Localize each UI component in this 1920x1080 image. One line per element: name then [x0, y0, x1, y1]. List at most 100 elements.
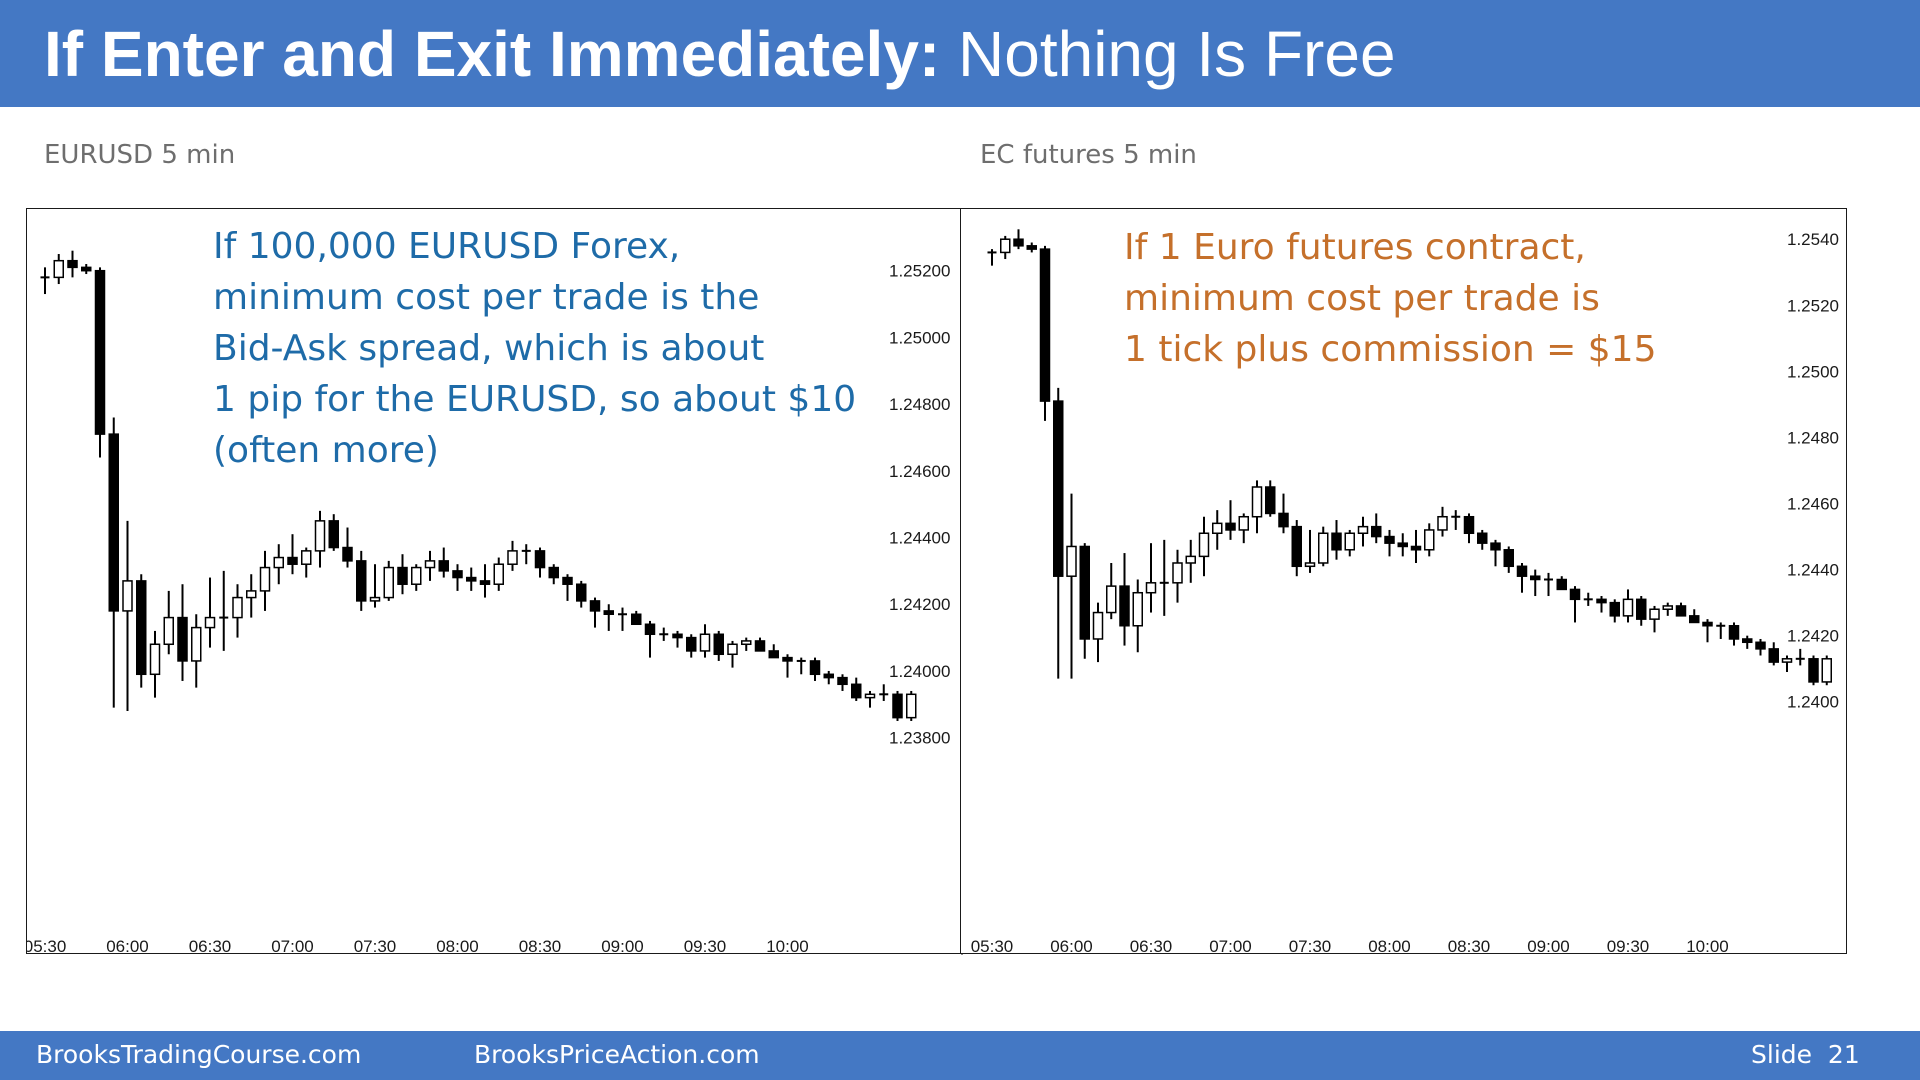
candle — [1503, 546, 1514, 573]
annotation-line: 1 pip for the EURUSD, so about $10 — [213, 379, 857, 420]
candle-body-bull — [1622, 598, 1634, 617]
candle-body-bear — [1755, 641, 1766, 650]
candle-body-bear — [1079, 545, 1090, 640]
candle-body-bear — [713, 633, 724, 656]
candle — [67, 250, 78, 278]
candle — [1251, 480, 1263, 534]
candle-body-bull — [1066, 545, 1077, 577]
candle — [1291, 520, 1302, 577]
candle-body-bull — [1185, 555, 1196, 564]
y-tick-label: 1.2500 — [1787, 362, 1839, 381]
candle — [479, 564, 491, 598]
candle-body-bull — [301, 550, 312, 565]
candle-body-bull — [1212, 522, 1223, 535]
candle — [727, 640, 738, 668]
candle — [314, 510, 326, 568]
slide-title-rest: Nothing Is Free — [958, 18, 1396, 90]
candle — [1053, 387, 1064, 679]
candle — [1225, 500, 1236, 540]
x-tick-label: 10:00 — [1686, 937, 1729, 955]
candle — [1357, 516, 1369, 547]
candle-body-bear — [466, 576, 477, 582]
ec-futures-cost-annotation: If 1 Euro futures contract, minimum cost… — [1124, 222, 1657, 375]
candle — [81, 264, 92, 275]
candle — [1768, 642, 1779, 666]
candle — [177, 584, 188, 681]
x-tick-label: 08:00 — [436, 937, 479, 955]
candle — [204, 577, 216, 648]
candle — [1742, 635, 1753, 649]
candle — [1212, 510, 1223, 550]
candle — [1463, 513, 1475, 544]
candle — [1569, 586, 1581, 623]
candle-body-bear — [1119, 585, 1130, 627]
candle — [136, 574, 147, 688]
annotation-line: (often more) — [213, 430, 439, 471]
candle-body-bear — [479, 580, 491, 585]
eurusd-cost-annotation: If 100,000 EURUSD Forex, minimum cost pe… — [213, 221, 856, 476]
candle-body-bull — [507, 550, 518, 565]
candle-body-bull — [424, 560, 436, 569]
candle-body-bear — [108, 433, 119, 612]
y-tick-label: 1.2520 — [1787, 296, 1839, 315]
candle — [631, 610, 642, 626]
candle-body-bear — [1384, 535, 1395, 544]
candle — [94, 267, 106, 458]
candle — [438, 547, 449, 578]
candle — [1755, 638, 1766, 656]
annotation-line: If 1 Euro futures contract, — [1124, 227, 1586, 268]
annotation-line: minimum cost per trade is — [1124, 278, 1600, 319]
candle-body-bear — [534, 550, 546, 569]
candle-body-bear — [136, 580, 147, 676]
candle — [603, 604, 614, 631]
ec-futures-chart-svg: 1.2540 1.2520 1.2500 1.2480 1.2460 1.2440 1.24… — [971, 229, 1839, 955]
candle — [397, 554, 408, 595]
candle — [659, 627, 669, 641]
candle-body-bear — [754, 640, 766, 652]
candle — [1145, 543, 1157, 613]
candle — [521, 544, 531, 565]
candle-body-bear — [576, 583, 587, 602]
candle-body-bear — [851, 683, 862, 699]
candle — [342, 527, 353, 568]
candle — [1371, 513, 1382, 544]
candle-body-bear — [837, 676, 848, 686]
candle-body-bull — [1145, 582, 1157, 594]
x-tick-label: 07:00 — [271, 937, 314, 955]
candle — [686, 634, 697, 658]
candle-body-bull — [204, 616, 216, 629]
candle-body-bear — [452, 570, 463, 579]
candle-body-bear — [1053, 400, 1064, 577]
candle — [452, 564, 463, 591]
candle-body-bear — [1026, 245, 1037, 250]
x-tick-label: 09:30 — [1607, 937, 1650, 955]
candle-body-bull — [1424, 529, 1435, 551]
candle-body-bear — [1490, 542, 1501, 551]
y-tick-label: 1.2440 — [1787, 561, 1839, 580]
candle-body-bear — [1596, 598, 1607, 604]
candle — [1821, 655, 1832, 686]
candle-body-bull — [259, 566, 271, 592]
candle-body-bear — [1291, 525, 1302, 568]
candle-body-bear — [1477, 532, 1488, 544]
candle — [1092, 602, 1104, 663]
candle — [232, 584, 243, 638]
candle — [1238, 513, 1249, 544]
candle — [287, 534, 298, 575]
candle-body-bear — [1702, 621, 1713, 627]
footer-site-brookspriceaction: BrooksPriceAction.com — [474, 1040, 760, 1069]
candle-body-bull — [1318, 532, 1329, 564]
candle-body-bear — [809, 660, 821, 676]
candle — [424, 550, 436, 581]
candle-body-bear — [768, 650, 779, 659]
candle — [1716, 622, 1726, 639]
candle-body-bear — [1225, 522, 1236, 531]
candle-body-bear — [1530, 575, 1541, 581]
candle — [1781, 655, 1793, 673]
candle — [219, 570, 229, 651]
candle-body-bear — [631, 613, 642, 626]
candle — [1000, 235, 1011, 260]
candle-body-bull — [411, 566, 422, 585]
candle-body-bear — [1013, 238, 1024, 247]
candle-body-bear — [603, 610, 614, 615]
